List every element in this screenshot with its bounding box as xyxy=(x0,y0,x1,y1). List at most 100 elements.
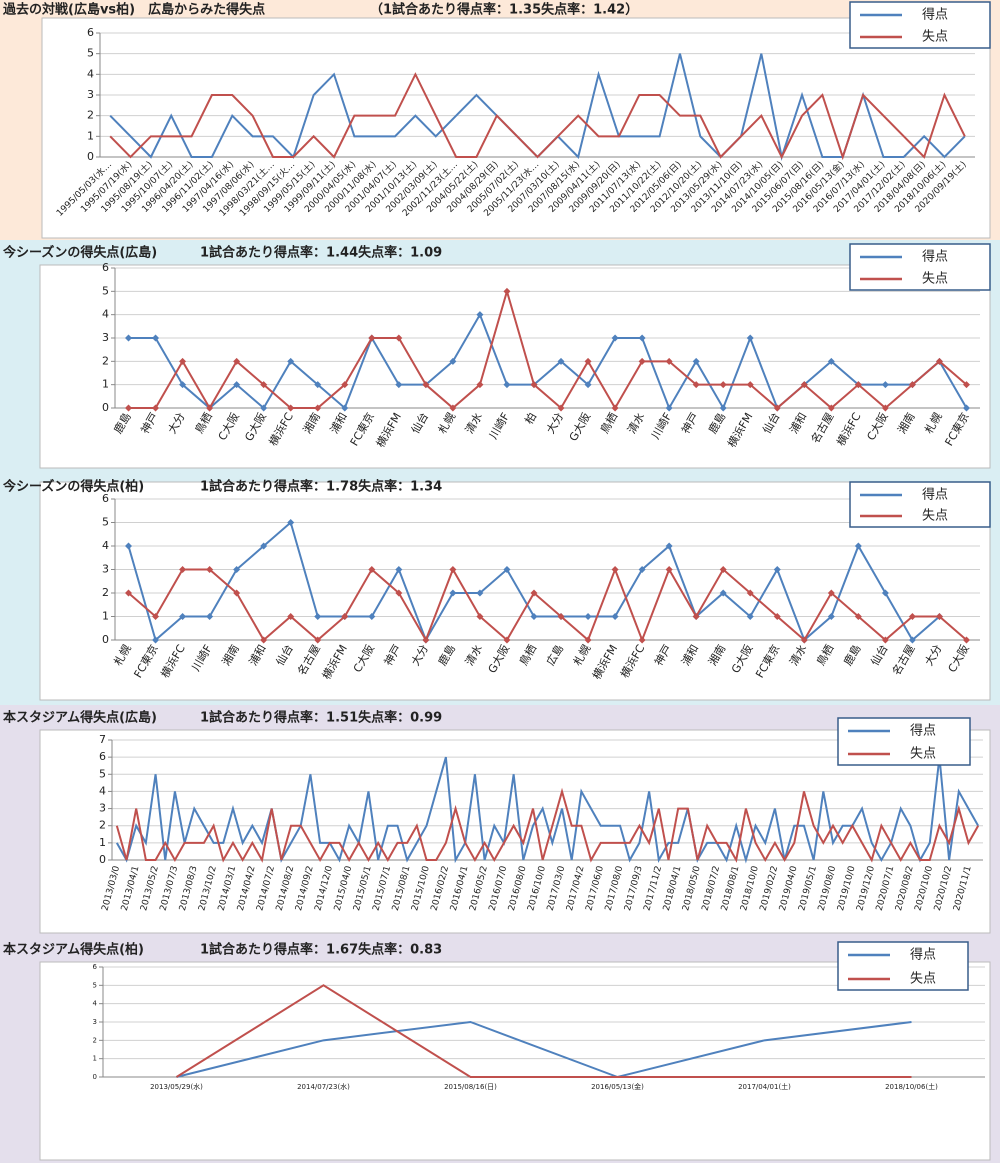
point-marker xyxy=(935,357,943,365)
y-tick-label: 5 xyxy=(93,981,97,989)
point-marker xyxy=(827,613,835,620)
point-marker xyxy=(557,357,565,365)
legend-label: 得点 xyxy=(922,487,948,503)
y-tick-label: 3 xyxy=(93,1018,97,1026)
point-marker xyxy=(152,636,160,644)
series-line xyxy=(115,756,980,864)
point-marker xyxy=(152,334,160,342)
y-tick-label: 5 xyxy=(102,284,109,297)
y-tick-label: 1 xyxy=(87,129,94,142)
x-tick-label: 2018/10/06(土) xyxy=(885,1082,938,1091)
y-tick-label: 6 xyxy=(102,492,109,505)
point-marker xyxy=(773,613,781,620)
y-tick-label: 1 xyxy=(93,1055,97,1063)
point-marker xyxy=(530,589,538,597)
point-marker xyxy=(611,404,619,412)
point-marker xyxy=(881,636,889,644)
point-marker xyxy=(449,404,457,412)
point-marker xyxy=(503,287,511,295)
point-marker xyxy=(638,334,646,342)
y-tick-label: 6 xyxy=(93,963,98,971)
point-marker xyxy=(719,381,727,389)
chart-title: 過去の対戦(広島vs柏) 広島からみた得失点 xyxy=(2,2,265,18)
point-marker xyxy=(476,381,484,389)
point-marker xyxy=(962,404,970,412)
legend-box xyxy=(849,243,991,291)
y-tick-label: 5 xyxy=(87,47,94,60)
y-tick-label: 0 xyxy=(87,150,94,163)
point-marker xyxy=(314,381,322,389)
point-marker xyxy=(503,566,511,573)
point-marker xyxy=(935,613,943,620)
y-tick-label: 2 xyxy=(93,1036,97,1044)
point-marker xyxy=(314,636,322,644)
point-marker xyxy=(665,357,673,365)
y-tick-label: 0 xyxy=(93,1073,97,1081)
y-tick-label: 4 xyxy=(102,308,109,321)
series-line xyxy=(128,287,968,410)
point-marker xyxy=(584,381,592,389)
point-marker xyxy=(260,636,268,644)
y-tick-label: 2 xyxy=(102,354,109,367)
legend-label: 得点 xyxy=(910,723,936,739)
point-marker xyxy=(503,636,511,644)
series-line xyxy=(115,787,980,863)
point-marker xyxy=(260,542,268,550)
legend-box xyxy=(837,941,969,991)
point-marker xyxy=(476,311,484,319)
y-tick-label: 4 xyxy=(93,1000,98,1008)
y-tick-label: 0 xyxy=(102,633,109,646)
point-marker xyxy=(854,542,862,550)
chart-area xyxy=(41,17,991,239)
point-marker xyxy=(476,589,484,597)
point-marker xyxy=(557,404,565,412)
point-marker xyxy=(368,566,376,573)
point-marker xyxy=(341,613,349,620)
point-marker xyxy=(233,566,241,573)
point-marker xyxy=(449,566,457,573)
point-marker xyxy=(746,334,754,342)
point-marker xyxy=(125,404,133,412)
legend-label: 失点 xyxy=(910,972,936,987)
point-marker xyxy=(395,334,403,342)
y-tick-label: 4 xyxy=(99,784,106,797)
point-marker xyxy=(341,404,349,412)
x-tick-label: 2016/05/13(金) xyxy=(591,1082,644,1091)
point-marker xyxy=(476,613,484,620)
point-marker xyxy=(746,589,754,597)
legend-label: 失点 xyxy=(922,272,948,287)
point-marker xyxy=(800,636,808,644)
point-marker xyxy=(125,589,133,597)
point-marker xyxy=(881,381,889,389)
point-marker xyxy=(152,404,160,412)
point-marker xyxy=(233,357,241,365)
chart-title: 今シーズンの得失点(広島) xyxy=(2,245,157,261)
point-marker xyxy=(827,589,835,597)
point-marker xyxy=(962,636,970,644)
point-marker xyxy=(638,357,646,365)
point-marker xyxy=(611,613,619,620)
point-marker xyxy=(341,381,349,389)
y-tick-label: 4 xyxy=(87,67,94,80)
y-tick-label: 0 xyxy=(99,853,106,866)
point-marker xyxy=(422,381,430,389)
point-marker xyxy=(854,381,862,389)
point-marker xyxy=(125,542,133,550)
chart-title: 本スタジアム得失点(柏) xyxy=(3,942,144,958)
point-marker xyxy=(314,404,322,412)
x-tick-label: 2013/05/29(水) xyxy=(150,1082,203,1091)
y-tick-label: 3 xyxy=(102,563,109,576)
point-marker xyxy=(584,357,592,365)
point-marker xyxy=(395,381,403,389)
chart-area xyxy=(39,264,991,469)
point-marker xyxy=(287,357,295,365)
y-tick-label: 2 xyxy=(99,819,106,832)
point-marker xyxy=(638,566,646,573)
point-marker xyxy=(503,381,511,389)
point-marker xyxy=(746,613,754,620)
chart-subtitle: 1試合あたり得点率：1.67失点率：0.83 xyxy=(200,942,442,958)
point-marker xyxy=(719,566,727,573)
point-marker xyxy=(314,613,322,620)
point-marker xyxy=(287,519,295,526)
point-marker xyxy=(233,589,241,597)
